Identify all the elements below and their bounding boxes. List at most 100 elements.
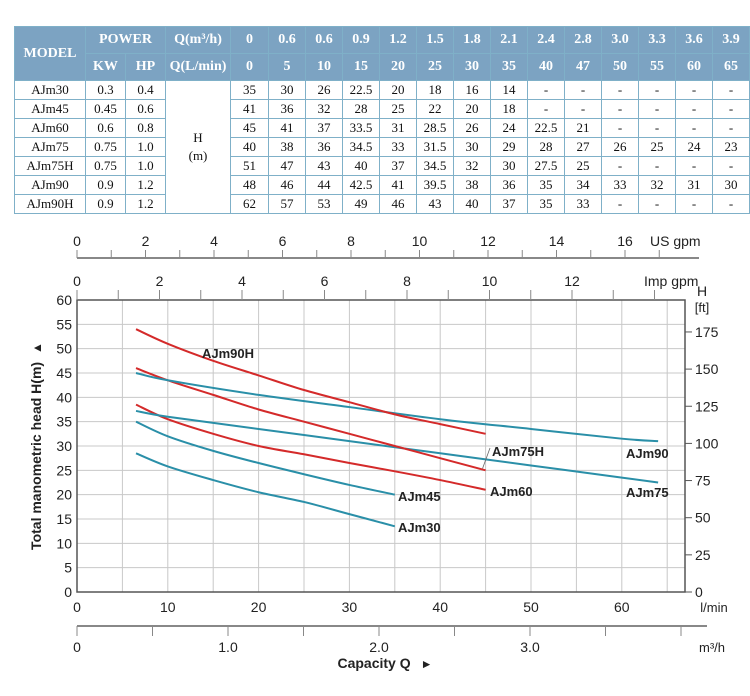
kw-cell: 0.75 <box>85 156 126 176</box>
spec-table: MODEL POWER Q(m³/h) 0 0.6 0.6 0.9 1.2 1.… <box>14 26 750 214</box>
head-value-cell: 22 <box>416 99 454 119</box>
q-lmin-header: Q(L/min) <box>165 53 231 81</box>
us-gpm-tick-label: 10 <box>412 233 428 249</box>
y-axis-title: Total manometric head H(m) ▲ <box>28 342 44 550</box>
head-value-cell: 45 <box>230 118 269 138</box>
table-row: AJm30 0.3 0.4 H (m) 35 30 26 22.5 20 18 16 14- - - - - - <box>14 80 750 214</box>
head-value-cell: 35 <box>230 80 269 100</box>
curve-label: AJm75H <box>492 444 544 459</box>
head-value-cell: 25 <box>564 156 602 176</box>
head-value-cell: 41 <box>230 99 269 119</box>
head-value-cell: 48 <box>230 175 269 195</box>
hp-cell: 1.0 <box>125 137 166 157</box>
kw-cell: 0.9 <box>85 194 126 214</box>
curve-ajm90 <box>135 372 659 443</box>
imp-gpm-tick-label: 10 <box>482 273 498 289</box>
head-value-cell: 28 <box>527 137 565 157</box>
model-header: MODEL <box>14 26 86 81</box>
head-value-cell: 21 <box>564 118 602 138</box>
head-value-cell: 40 <box>342 156 380 176</box>
right-tick-label: 75 <box>695 473 711 489</box>
x-axis-title: Capacity Q ► <box>337 655 432 671</box>
head-value-cell: 27.5 <box>527 156 565 176</box>
head-unit-cell: H (m) <box>165 80 231 214</box>
head-value-cell: 25 <box>638 137 676 157</box>
imp-gpm-unit: Imp gpm <box>644 273 698 289</box>
curve-label: AJm45 <box>398 489 441 504</box>
x-tick-label: 50 <box>523 599 539 615</box>
q-lmin-cell: 35 <box>490 53 528 81</box>
q-lmin-cell: 65 <box>712 53 750 81</box>
right-tick-label: 175 <box>695 324 719 340</box>
curve-ajm75 <box>135 409 659 484</box>
x-unit-label: l/min <box>700 600 727 615</box>
imp-gpm-tick-label: 8 <box>403 273 411 289</box>
head-value-cell: - <box>675 194 713 214</box>
head-value-cell: - <box>712 80 750 100</box>
head-value-cell: 18 <box>490 99 528 119</box>
curve-label: AJm90 <box>626 446 669 461</box>
head-value-cell: 57 <box>268 194 306 214</box>
y-tick-label: 0 <box>64 584 72 600</box>
q-m3h-cell: 3.9 <box>712 26 750 54</box>
y-axis-title-text: Total manometric head H(m) <box>28 362 44 550</box>
curve-ajm90h <box>135 328 486 435</box>
q-m3h-cell: 0.6 <box>305 26 343 54</box>
q-m3h-cell: 2.4 <box>527 26 565 54</box>
right-tick-label: 100 <box>695 435 719 451</box>
head-value-cell: 32 <box>305 99 343 119</box>
m3h-unit: m³/h <box>699 640 725 655</box>
curve-label: AJm90H <box>202 346 254 361</box>
y-tick-label: 30 <box>56 438 72 454</box>
kw-cell: 0.6 <box>85 118 126 138</box>
header-row-1: MODEL POWER Q(m³/h) 0 0.6 0.6 0.9 1.2 1.… <box>14 26 750 81</box>
table-row: AJm90 0.9 1.2 48 46 44 42.5 41 39.5 38 36 35 34 33 32 3… <box>14 175 750 195</box>
right-tick-label: 25 <box>695 547 711 563</box>
kw-header: KW <box>85 53 126 81</box>
y-tick-label: 45 <box>56 365 72 381</box>
curve-ajm75h <box>135 367 486 472</box>
q-m3h-cell: 0.6 <box>268 26 306 54</box>
q-lmin-cell: 40 <box>527 53 565 81</box>
y-tick-label: 5 <box>64 560 72 576</box>
y-tick-label: 50 <box>56 341 72 357</box>
q-m3h-cell: 3.6 <box>675 26 713 54</box>
x-axis-arrow: ► <box>421 657 433 671</box>
table-body: AJm30 0.3 0.4 H (m) 35 30 26 22.5 20 18 16 14- - - - - - A… <box>14 80 750 214</box>
right-tick-label: 125 <box>695 398 719 414</box>
curve-label: AJm30 <box>398 520 441 535</box>
head-value-cell: 53 <box>305 194 343 214</box>
x-axis-title-text: Capacity Q <box>337 655 410 671</box>
us-gpm-tick-label: 16 <box>617 233 633 249</box>
us-gpm-tick-label: 12 <box>480 233 496 249</box>
head-value-cell: 25 <box>379 99 417 119</box>
head-value-cell: 24 <box>490 118 528 138</box>
q-m3h-cell: 1.2 <box>379 26 417 54</box>
head-value-cell: 22.5 <box>342 80 380 100</box>
plot-frame <box>76 299 686 593</box>
curve-label: AJm75 <box>626 485 669 500</box>
table-row: AJm45 0.45 0.6 41 36 32 28 25 22 20 18- - - - - - <box>14 99 750 119</box>
head-value-cell: 28 <box>342 99 380 119</box>
head-value-cell: 49 <box>342 194 380 214</box>
head-value-cell: 32 <box>453 156 491 176</box>
us-gpm-tick-label: 4 <box>210 233 218 249</box>
curve-label: AJm60 <box>490 484 533 499</box>
m3h-tick-label: 0 <box>73 639 81 655</box>
imp-gpm-tick-label: 12 <box>564 273 580 289</box>
y-tick-label: 10 <box>56 535 72 551</box>
us-gpm-unit: US gpm <box>650 233 701 249</box>
curve-ajm30 <box>135 452 396 528</box>
us-gpm-tick-label: 8 <box>347 233 355 249</box>
x-tick-label: 20 <box>251 599 267 615</box>
m3h-tick-label: 2.0 <box>369 639 389 655</box>
us-gpm-tick-label: 0 <box>73 233 81 249</box>
us-gpm-tick-label: 14 <box>549 233 565 249</box>
x-tick-label: 40 <box>432 599 448 615</box>
q-m3h-cell: 0.9 <box>342 26 380 54</box>
q-lmin-cell: 55 <box>638 53 676 81</box>
label-leader-line <box>482 447 491 469</box>
x-tick-label: 30 <box>342 599 358 615</box>
